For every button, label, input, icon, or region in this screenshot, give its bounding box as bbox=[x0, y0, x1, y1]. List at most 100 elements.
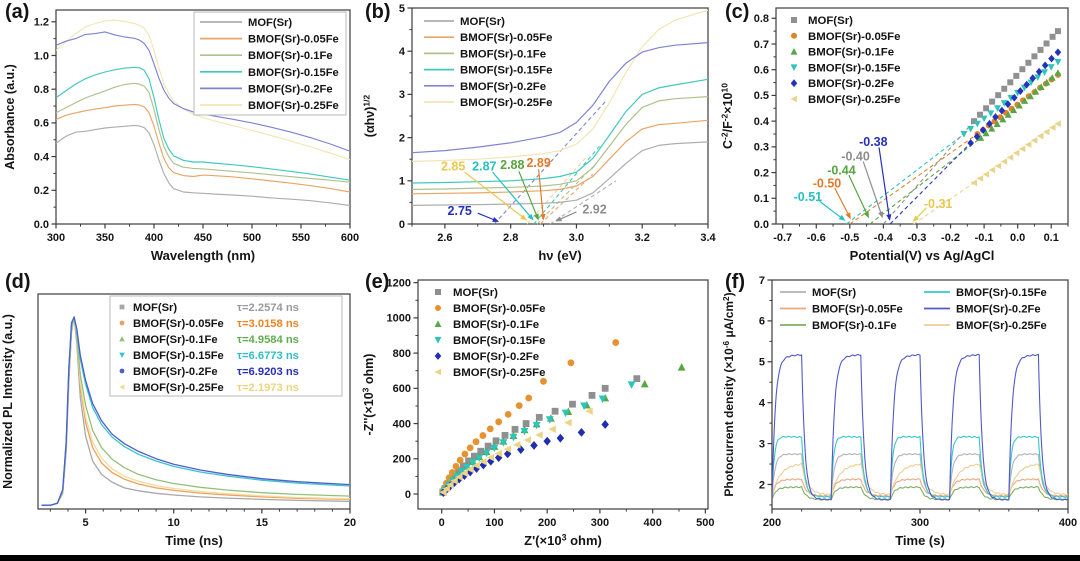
svg-text:-0.40: -0.40 bbox=[841, 150, 870, 164]
svg-text:2.89: 2.89 bbox=[526, 156, 550, 170]
svg-text:τ=2.2574 ns: τ=2.2574 ns bbox=[237, 302, 299, 314]
svg-text:MOF(Sr): MOF(Sr) bbox=[460, 16, 505, 28]
svg-text:Absorbance (a.u.): Absorbance (a.u.) bbox=[3, 64, 17, 170]
svg-text:100: 100 bbox=[485, 517, 503, 529]
svg-text:1000: 1000 bbox=[387, 313, 411, 325]
panel-letter-f: (f) bbox=[725, 271, 745, 293]
svg-text:BMOF(Sr)-0.05Fe: BMOF(Sr)-0.05Fe bbox=[812, 304, 903, 316]
svg-text:BMOF(Sr)-0.1Fe: BMOF(Sr)-0.1Fe bbox=[808, 47, 894, 59]
svg-text:0: 0 bbox=[439, 517, 445, 529]
svg-text:1.2: 1.2 bbox=[34, 17, 49, 29]
svg-text:6: 6 bbox=[759, 316, 765, 328]
svg-text:450: 450 bbox=[194, 232, 212, 244]
svg-text:2: 2 bbox=[399, 132, 405, 144]
svg-text:BMOF(Sr)-0.25Fe: BMOF(Sr)-0.25Fe bbox=[453, 367, 545, 379]
svg-text:400: 400 bbox=[643, 517, 661, 529]
svg-text:500: 500 bbox=[696, 517, 714, 529]
svg-text:BMOF(Sr)-0.05Fe: BMOF(Sr)-0.05Fe bbox=[248, 34, 339, 46]
svg-text:0.5: 0.5 bbox=[754, 90, 769, 102]
svg-text:BMOF(Sr)-0.05Fe: BMOF(Sr)-0.05Fe bbox=[460, 32, 552, 44]
chart-mott-schottky: -0.7 -0.6 -0.5 -0.4 -0.3 -0.2 -0.1 0.0 0.1 0.0 0.1… bbox=[720, 7, 1069, 263]
svg-text:-0.6: -0.6 bbox=[807, 232, 826, 244]
svg-text:BMOF(Sr)-0.15Fe: BMOF(Sr)-0.15Fe bbox=[956, 287, 1047, 299]
svg-text:2.92: 2.92 bbox=[582, 203, 606, 217]
svg-text:τ=6.6773 ns: τ=6.6773 ns bbox=[237, 350, 299, 362]
svg-text:0.6: 0.6 bbox=[34, 118, 49, 130]
svg-text:0.7: 0.7 bbox=[754, 39, 769, 51]
svg-text:Potential(V) vs Ag/AgCl: Potential(V) vs Ag/AgCl bbox=[850, 248, 995, 263]
svg-text:MOF(Sr): MOF(Sr) bbox=[808, 15, 853, 27]
svg-text:BMOF(Sr)-0.15Fe: BMOF(Sr)-0.15Fe bbox=[808, 62, 900, 74]
svg-text:-0.4: -0.4 bbox=[874, 232, 894, 244]
svg-text:200: 200 bbox=[538, 517, 556, 529]
svg-text:500: 500 bbox=[243, 232, 261, 244]
svg-text:0.0: 0.0 bbox=[1010, 232, 1025, 244]
svg-text:BMOF(Sr)-0.1Fe: BMOF(Sr)-0.1Fe bbox=[133, 334, 218, 346]
svg-text:3.4: 3.4 bbox=[700, 232, 716, 244]
svg-text:5: 5 bbox=[83, 517, 89, 529]
svg-text:7: 7 bbox=[759, 275, 765, 287]
panel-b: (b) 2.6 2.8 3.0 3.2 3.4 0 1 2 3 4 5 2.85 2.87 2.88 2.8… bbox=[360, 0, 720, 270]
svg-text:350: 350 bbox=[96, 232, 114, 244]
svg-text:BMOF(Sr)-0.15Fe: BMOF(Sr)-0.15Fe bbox=[133, 350, 224, 362]
svg-text:BMOF(Sr)-0.2Fe: BMOF(Sr)-0.2Fe bbox=[453, 351, 539, 363]
svg-text:-0.50: -0.50 bbox=[813, 176, 842, 190]
svg-text:-0.7: -0.7 bbox=[773, 232, 792, 244]
chart-eis-nyquist: 0 100 200 300 400 500 0 200 400 600 800 1000 1200 MOF… bbox=[361, 277, 715, 548]
svg-text:-Z''(×103 ohm): -Z''(×103 ohm) bbox=[361, 354, 376, 436]
svg-text:10: 10 bbox=[168, 517, 180, 529]
svg-text:2: 2 bbox=[759, 479, 765, 491]
svg-text:600: 600 bbox=[341, 232, 359, 244]
svg-text:-0.1: -0.1 bbox=[975, 232, 994, 244]
svg-text:1200: 1200 bbox=[387, 277, 411, 289]
svg-text:BMOF(Sr)-0.15Fe: BMOF(Sr)-0.15Fe bbox=[248, 67, 339, 79]
svg-text:0.2: 0.2 bbox=[754, 167, 769, 179]
svg-text:BMOF(Sr)-0.25Fe: BMOF(Sr)-0.25Fe bbox=[460, 97, 552, 109]
svg-text:0: 0 bbox=[405, 489, 411, 501]
svg-text:BMOF(Sr)-0.2Fe: BMOF(Sr)-0.2Fe bbox=[808, 78, 894, 90]
svg-text:2.75: 2.75 bbox=[448, 204, 472, 218]
svg-text:3: 3 bbox=[759, 438, 765, 450]
svg-text:2.87: 2.87 bbox=[472, 160, 496, 174]
svg-text:Photocurrent density (×10-6 μA: Photocurrent density (×10-6 μA/cm2) bbox=[722, 292, 736, 496]
svg-text:3.2: 3.2 bbox=[635, 232, 650, 244]
panel-d: (d) 5 10 15 20 MOF(Sr) τ=2.2574 ns BMOF(Sr)-0.… bbox=[0, 270, 360, 555]
svg-text:Time (s): Time (s) bbox=[895, 533, 945, 548]
svg-text:-0.2: -0.2 bbox=[941, 232, 960, 244]
svg-text:2.6: 2.6 bbox=[437, 232, 452, 244]
svg-text:Wavelength (nm): Wavelength (nm) bbox=[151, 248, 255, 263]
svg-text:-0.31: -0.31 bbox=[924, 197, 953, 211]
svg-text:3.0: 3.0 bbox=[569, 232, 584, 244]
svg-text:0: 0 bbox=[399, 219, 405, 231]
svg-text:200: 200 bbox=[763, 517, 781, 529]
svg-text:τ=3.0158 ns: τ=3.0158 ns bbox=[237, 318, 299, 330]
panel-e: (e) 0 100 200 300 400 500 0 200 400 600 800 1000 120… bbox=[360, 270, 720, 555]
chart-tauc-plot: 2.6 2.8 3.0 3.2 3.4 0 1 2 3 4 5 2.85 2.87 2.88 2.89 2.7… bbox=[362, 3, 717, 263]
svg-text:5: 5 bbox=[759, 357, 765, 369]
svg-text:1: 1 bbox=[399, 176, 405, 188]
svg-text:BMOF(Sr)-0.2Fe: BMOF(Sr)-0.2Fe bbox=[460, 81, 546, 93]
svg-text:MOF(Sr): MOF(Sr) bbox=[133, 302, 177, 314]
svg-text:550: 550 bbox=[292, 232, 310, 244]
svg-text:BMOF(Sr)-0.1Fe: BMOF(Sr)-0.1Fe bbox=[460, 48, 546, 60]
svg-text:BMOF(Sr)-0.05Fe: BMOF(Sr)-0.05Fe bbox=[808, 31, 900, 43]
svg-text:300: 300 bbox=[911, 517, 929, 529]
svg-text:0.3: 0.3 bbox=[754, 142, 769, 154]
svg-text:MOF(Sr): MOF(Sr) bbox=[248, 17, 292, 29]
svg-text:-0.51: -0.51 bbox=[794, 190, 823, 204]
svg-text:-0.44: -0.44 bbox=[827, 164, 856, 178]
svg-text:3: 3 bbox=[399, 89, 405, 101]
svg-text:0.2: 0.2 bbox=[34, 185, 49, 197]
svg-text:0.4: 0.4 bbox=[754, 116, 770, 128]
svg-text:MOF(Sr): MOF(Sr) bbox=[453, 287, 498, 299]
svg-text:-0.5: -0.5 bbox=[840, 232, 859, 244]
svg-text:-0.38: -0.38 bbox=[859, 135, 888, 149]
panel-a: (a) 300 350 400 450 500 550 600 0.0 0.2 0.4 0.6 0.8… bbox=[0, 0, 360, 270]
svg-text:20: 20 bbox=[344, 517, 356, 529]
svg-text:300: 300 bbox=[47, 232, 65, 244]
bottom-bar bbox=[0, 555, 1080, 561]
svg-text:600: 600 bbox=[393, 383, 411, 395]
svg-text:5: 5 bbox=[399, 3, 405, 15]
svg-text:Z'(×103 ohm): Z'(×103 ohm) bbox=[524, 533, 602, 548]
